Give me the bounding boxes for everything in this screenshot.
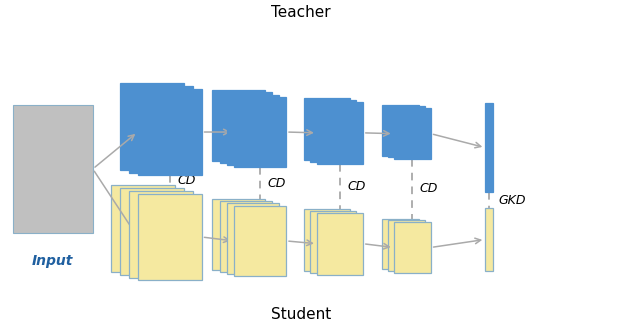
Bar	[212, 90, 265, 161]
Bar	[227, 203, 279, 274]
Bar	[304, 98, 350, 160]
Text: GKD: GKD	[499, 194, 525, 207]
Text: Student: Student	[271, 307, 331, 322]
Bar	[388, 107, 425, 157]
Bar	[394, 108, 431, 159]
Bar	[120, 83, 184, 170]
Bar	[138, 89, 202, 175]
Text: CD: CD	[268, 177, 286, 190]
Text: CD: CD	[420, 182, 438, 195]
Bar	[220, 92, 272, 163]
Text: CD: CD	[348, 180, 366, 193]
Bar	[129, 191, 193, 278]
Bar	[310, 100, 356, 162]
Text: CD: CD	[177, 174, 196, 187]
Bar	[138, 194, 202, 280]
Bar	[317, 102, 363, 164]
Bar	[227, 94, 279, 165]
Bar	[317, 213, 363, 275]
Bar	[310, 211, 356, 273]
Bar	[382, 218, 419, 269]
Bar	[212, 199, 265, 270]
Text: Input: Input	[32, 254, 74, 268]
Bar	[382, 105, 419, 155]
Text: Teacher: Teacher	[271, 5, 331, 20]
Bar	[234, 97, 286, 167]
Bar	[388, 220, 425, 271]
Bar	[304, 209, 350, 271]
Bar	[111, 185, 175, 272]
Bar	[394, 222, 431, 273]
Bar	[220, 201, 272, 272]
Bar	[485, 208, 493, 271]
Bar	[120, 188, 184, 275]
Bar	[485, 103, 493, 192]
Bar	[234, 206, 286, 276]
Bar	[129, 86, 193, 173]
Bar	[13, 105, 93, 233]
